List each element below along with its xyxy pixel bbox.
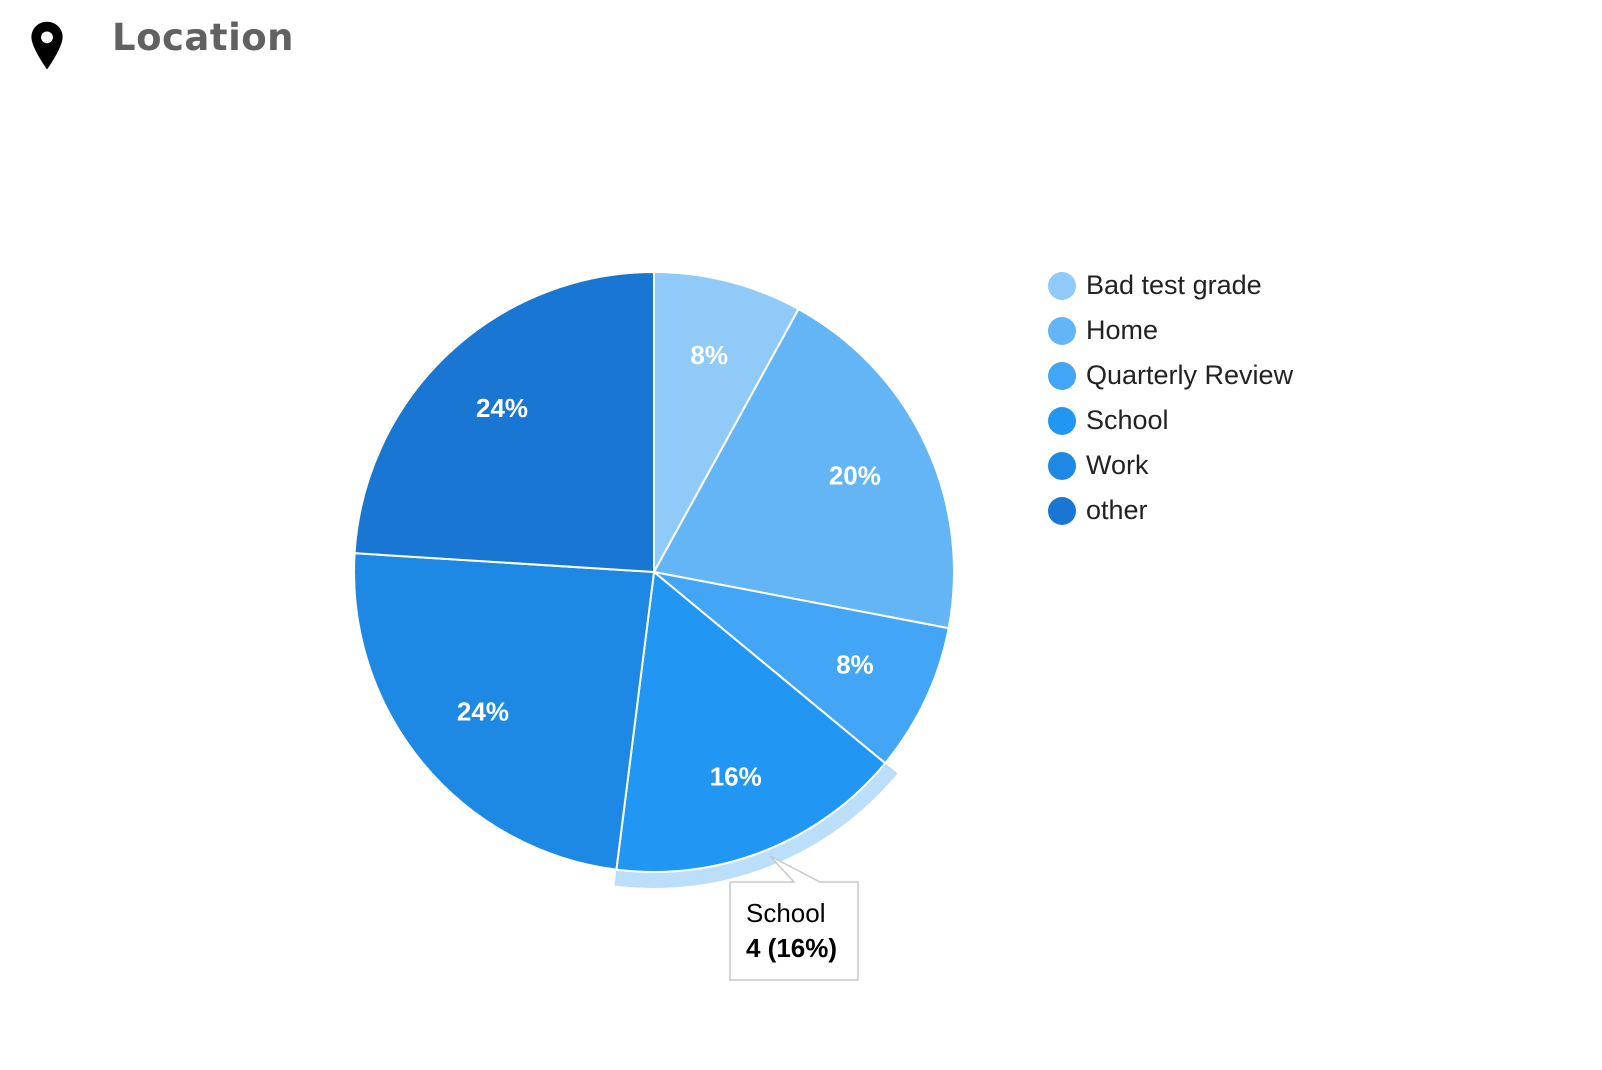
legend-swatch [1048,496,1076,525]
legend-item-other[interactable]: other [1048,488,1293,533]
slice-label-work: 24% [457,696,509,726]
legend-item-work[interactable]: Work [1048,443,1293,488]
legend-label: Work [1086,450,1149,480]
legend-label: Home [1086,315,1159,345]
legend-swatch [1048,451,1076,480]
slice-label-other: 24% [476,393,528,423]
slice-label-school: 16% [710,761,762,791]
slice-label-bad-test-grade: 8% [690,340,728,370]
pie-slice-work[interactable] [353,552,655,871]
tooltip-value: 4 (16%) [746,933,837,963]
tooltip-label: School [746,898,826,928]
highlight-ring [614,763,898,888]
pie-slice-school[interactable] [615,571,887,873]
legend-label: other [1086,495,1148,525]
legend-label: Quarterly Review [1086,360,1294,390]
pie-slice-bad-test-grade[interactable] [653,271,800,573]
pie-labels: 8% 20% 8% 16% 24% 24% [457,340,881,791]
legend-item-bad-test-grade[interactable]: Bad test grade [1048,263,1293,308]
slice-label-quarterly-review: 8% [836,649,874,679]
legend-label: Bad test grade [1086,270,1262,300]
map-pin-icon [31,21,63,70]
legend-item-home[interactable]: Home [1048,308,1293,353]
slice-label-home: 20% [829,460,881,490]
legend: Bad test grade Home Quarterly Review School… [1048,263,1293,533]
pie-slices [353,271,955,873]
legend-swatch [1048,361,1076,390]
legend-item-school[interactable]: School [1048,398,1293,443]
legend-swatch [1048,406,1076,435]
highlight-ring-school [614,763,898,888]
pie-slice-quarterly-review[interactable] [653,571,950,765]
legend-label: School [1086,405,1169,435]
legend-swatch [1048,271,1076,300]
tooltip: School 4 (16%) [729,855,859,981]
legend-swatch [1048,316,1076,345]
card-header: Location [0,0,1602,90]
pie-slice-other[interactable] [353,271,655,573]
pie-slice-home[interactable] [653,308,955,630]
legend-item-quarterly-review[interactable]: Quarterly Review [1048,353,1293,398]
tooltip-box [729,855,859,981]
card-title: Location [112,16,295,59]
